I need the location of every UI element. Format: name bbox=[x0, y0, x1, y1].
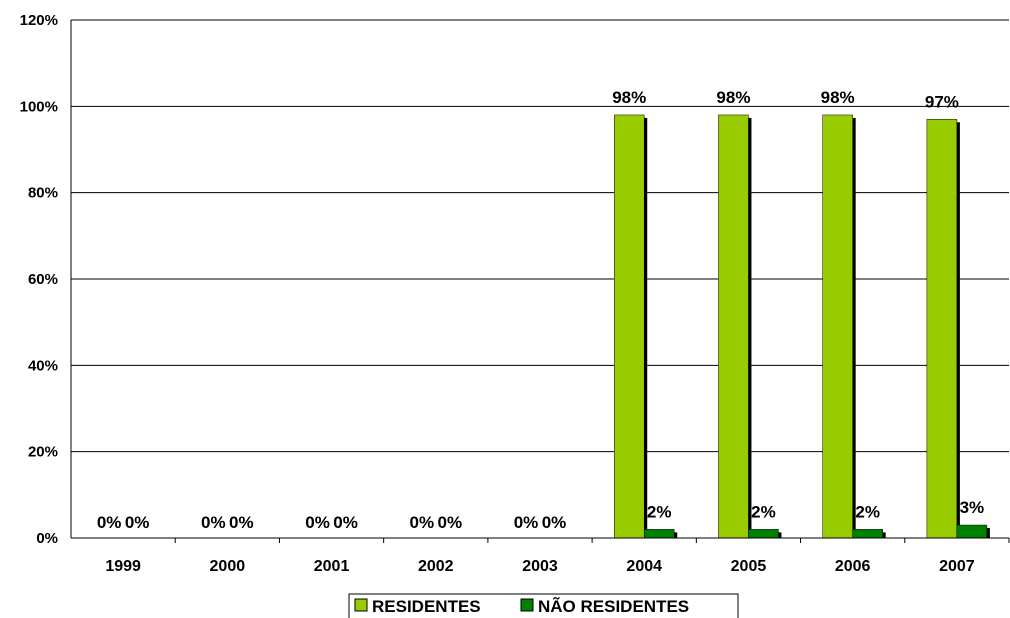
data-label-nao-residentes-2001: 0% bbox=[333, 513, 358, 532]
y-tick-label: 120% bbox=[20, 12, 58, 29]
y-tick-label: 80% bbox=[28, 185, 58, 202]
legend: RESIDENTES NÃO RESIDENTES bbox=[348, 593, 739, 618]
data-label-nao-residentes-2004: 2% bbox=[647, 502, 672, 521]
x-tick-label: 2007 bbox=[939, 558, 975, 575]
data-label-residentes-2000: 0% bbox=[201, 513, 226, 532]
axes bbox=[70, 20, 1010, 543]
bars bbox=[613, 114, 990, 539]
data-label-residentes-2001: 0% bbox=[305, 513, 330, 532]
bar-shadow bbox=[881, 532, 886, 538]
bar-nao-residentes-2005 bbox=[748, 529, 779, 539]
data-label-nao-residentes-2005: 2% bbox=[751, 502, 776, 521]
x-axis-tick-labels: 1999 2000 2001 2002 2003 2004 2005 2006 2007 bbox=[105, 558, 974, 575]
legend-swatch-residentes bbox=[354, 598, 368, 612]
data-label-nao-residentes-2000: 0% bbox=[229, 513, 254, 532]
bar-shadow bbox=[851, 117, 856, 538]
y-tick-label: 60% bbox=[28, 271, 58, 288]
y-tick-label: 40% bbox=[28, 357, 58, 374]
bar-shadow bbox=[777, 532, 782, 538]
data-label-residentes-2005: 98% bbox=[716, 88, 750, 107]
legend-label-nao-residentes: NÃO RESIDENTES bbox=[538, 596, 689, 616]
bar-residentes-2006 bbox=[822, 114, 853, 539]
bar-shadow bbox=[673, 532, 678, 538]
data-label-residentes-2004: 98% bbox=[612, 88, 646, 107]
data-label-nao-residentes-2003: 0% bbox=[542, 513, 567, 532]
data-label-nao-residentes-2006: 2% bbox=[855, 502, 880, 521]
y-tick-label: 20% bbox=[28, 444, 58, 461]
data-label-residentes-2003: 0% bbox=[514, 513, 539, 532]
y-tick-label: 0% bbox=[36, 530, 58, 547]
data-label-nao-residentes-1999: 0% bbox=[125, 513, 150, 532]
x-tick-label: 2001 bbox=[314, 558, 350, 575]
x-tick-label: 1999 bbox=[105, 558, 141, 575]
data-label-residentes-1999: 0% bbox=[97, 513, 122, 532]
x-tick-label: 2003 bbox=[522, 558, 558, 575]
bar-residentes-2004 bbox=[613, 114, 645, 539]
data-label-residentes-2002: 0% bbox=[409, 513, 434, 532]
y-tick-label: 100% bbox=[20, 98, 58, 115]
legend-box bbox=[348, 593, 739, 618]
x-tick-label: 2004 bbox=[626, 558, 662, 575]
bar-shadow bbox=[747, 117, 752, 538]
bar-residentes-2005 bbox=[718, 114, 749, 539]
x-tick-label: 2002 bbox=[418, 558, 454, 575]
bar-residentes-2007 bbox=[926, 119, 958, 539]
data-label-nao-residentes-2007: 3% bbox=[960, 498, 985, 517]
bar-shadow bbox=[985, 528, 990, 538]
data-label-residentes-2007: 97% bbox=[925, 92, 959, 111]
data-label-nao-residentes-2002: 0% bbox=[437, 513, 462, 532]
gridlines bbox=[71, 19, 1009, 453]
legend-label-residentes: RESIDENTES bbox=[372, 597, 481, 616]
bar-nao-residentes-2007 bbox=[956, 524, 988, 539]
legend-swatch-nao-residentes bbox=[520, 598, 534, 612]
y-axis-tick-labels: 0% 20% 40% 60% 80% 100% 120% bbox=[20, 12, 58, 547]
bar-nao-residentes-2004 bbox=[643, 529, 675, 539]
bar-shadow bbox=[955, 122, 960, 539]
bar-nao-residentes-2006 bbox=[852, 529, 883, 539]
x-tick-label: 2000 bbox=[210, 558, 246, 575]
data-labels: 0% 0% 0% 0% 0%98% 98% 98% 97%0% 0% 0% 0% 0%2% 2% 2% 3% bbox=[97, 88, 984, 532]
data-label-residentes-2006: 98% bbox=[821, 88, 855, 107]
x-tick-label: 2006 bbox=[835, 558, 871, 575]
x-tick-label: 2005 bbox=[731, 558, 767, 575]
bar-shadow bbox=[643, 117, 648, 538]
